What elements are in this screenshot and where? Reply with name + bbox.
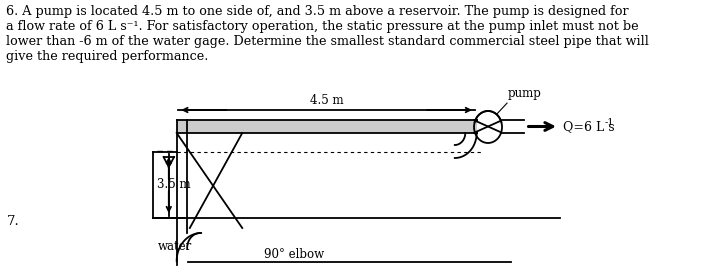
Text: -1: -1 (604, 118, 614, 127)
Text: 3.5 m: 3.5 m (156, 178, 190, 191)
Polygon shape (176, 120, 477, 133)
Text: 6. A pump is located 4.5 m to one side of, and 3.5 m above a reservoir. The pump: 6. A pump is located 4.5 m to one side o… (6, 5, 649, 63)
Text: Q=6 L s: Q=6 L s (563, 120, 615, 133)
Text: 90° elbow: 90° elbow (264, 248, 324, 261)
Text: water: water (158, 240, 192, 253)
Text: pump: pump (508, 87, 541, 100)
Text: 7.: 7. (7, 215, 19, 228)
Text: 4.5 m: 4.5 m (310, 94, 343, 107)
